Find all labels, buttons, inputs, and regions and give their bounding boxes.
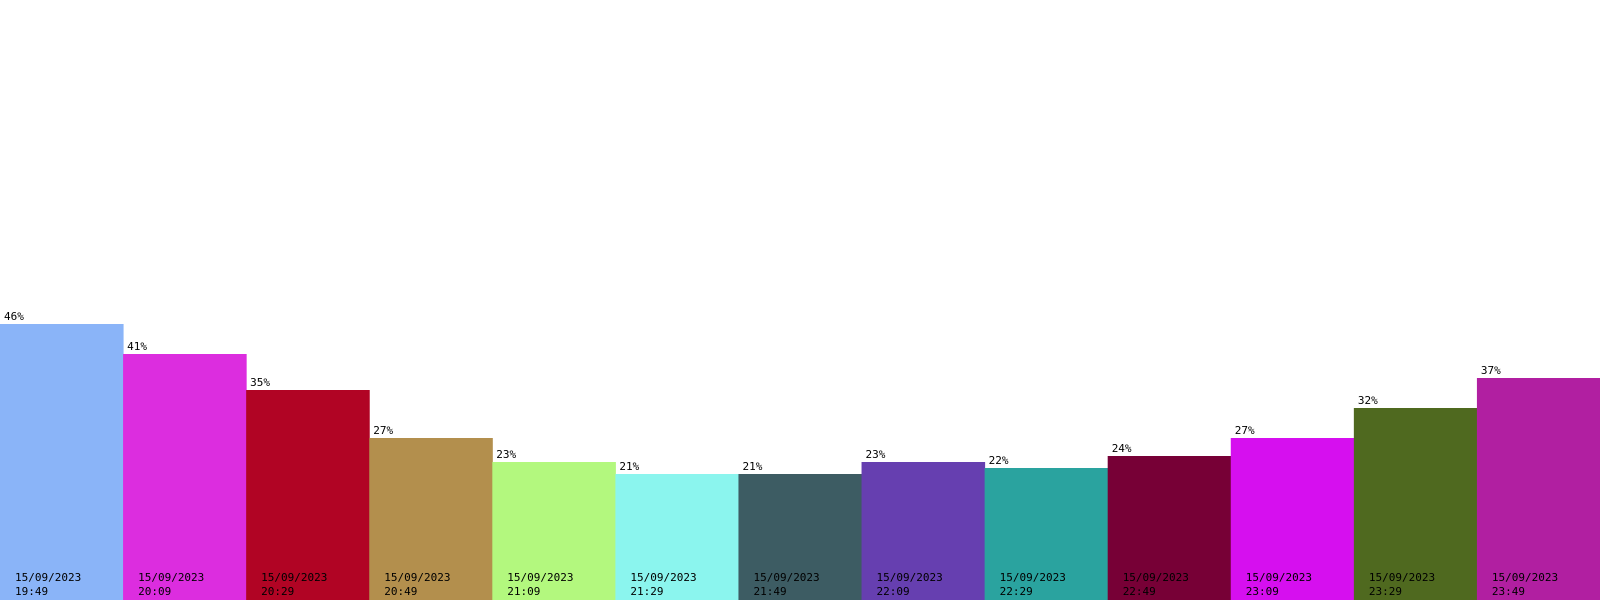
bar-value-label-11: 32% — [1358, 394, 1378, 407]
category-date-label-12: 15/09/2023 — [1492, 571, 1558, 584]
bar-value-label-9: 24% — [1112, 442, 1132, 455]
category-date-label-5: 15/09/2023 — [630, 571, 696, 584]
bar-12 — [1476, 378, 1600, 600]
bar-value-label-3: 27% — [373, 424, 393, 437]
category-date-label-2: 15/09/2023 — [261, 571, 327, 584]
category-time-label-11: 23:29 — [1369, 585, 1402, 598]
category-date-label-10: 15/09/2023 — [1246, 571, 1312, 584]
bar-value-label-4: 23% — [496, 448, 516, 461]
bar-4 — [492, 462, 616, 600]
bar-value-label-7: 23% — [866, 448, 886, 461]
category-time-label-2: 20:29 — [261, 585, 294, 598]
category-date-label-0: 15/09/2023 — [15, 571, 81, 584]
bar-2 — [246, 390, 370, 600]
bar-10 — [1230, 438, 1355, 600]
bar-value-label-8: 22% — [989, 454, 1009, 467]
category-date-label-11: 15/09/2023 — [1369, 571, 1435, 584]
category-time-label-1: 20:09 — [138, 585, 171, 598]
bar-value-label-5: 21% — [619, 460, 639, 473]
category-labels-group: 15/09/202319:4915/09/202320:0915/09/2023… — [15, 571, 1558, 598]
bar-value-label-1: 41% — [127, 340, 147, 353]
category-date-label-6: 15/09/2023 — [753, 571, 819, 584]
bar-11 — [1353, 408, 1478, 600]
category-time-label-8: 22:29 — [1000, 585, 1033, 598]
category-time-label-5: 21:29 — [630, 585, 663, 598]
category-time-label-9: 22:49 — [1123, 585, 1156, 598]
bar-5 — [615, 474, 739, 600]
bar-7 — [861, 462, 986, 600]
bar-3 — [369, 438, 493, 600]
bar-6 — [738, 474, 863, 600]
bars-group — [0, 324, 1600, 600]
bar-value-label-6: 21% — [742, 460, 762, 473]
category-date-label-7: 15/09/2023 — [877, 571, 943, 584]
bar-value-label-10: 27% — [1235, 424, 1255, 437]
bar-8 — [984, 468, 1109, 600]
value-labels-group: 46% 41% 35% 27% 23% 21% 21% 23% 22% 24% 27% 32% 37% — [4, 310, 1501, 473]
bar-1 — [123, 354, 247, 600]
bar-0 — [0, 324, 124, 600]
category-time-label-6: 21:49 — [753, 585, 786, 598]
bar-9 — [1107, 456, 1232, 600]
category-date-label-8: 15/09/2023 — [1000, 571, 1066, 584]
category-time-label-7: 22:09 — [877, 585, 910, 598]
category-date-label-9: 15/09/2023 — [1123, 571, 1189, 584]
bar-value-label-2: 35% — [250, 376, 270, 389]
category-date-label-4: 15/09/2023 — [507, 571, 573, 584]
category-time-label-3: 20:49 — [384, 585, 417, 598]
category-date-label-1: 15/09/2023 — [138, 571, 204, 584]
category-time-label-10: 23:09 — [1246, 585, 1279, 598]
category-time-label-0: 19:49 — [15, 585, 48, 598]
category-time-label-12: 23:49 — [1492, 585, 1525, 598]
bar-value-label-12: 37% — [1481, 364, 1501, 377]
category-time-label-4: 21:09 — [507, 585, 540, 598]
category-date-label-3: 15/09/2023 — [384, 571, 450, 584]
bar-value-label-0: 46% — [4, 310, 24, 323]
